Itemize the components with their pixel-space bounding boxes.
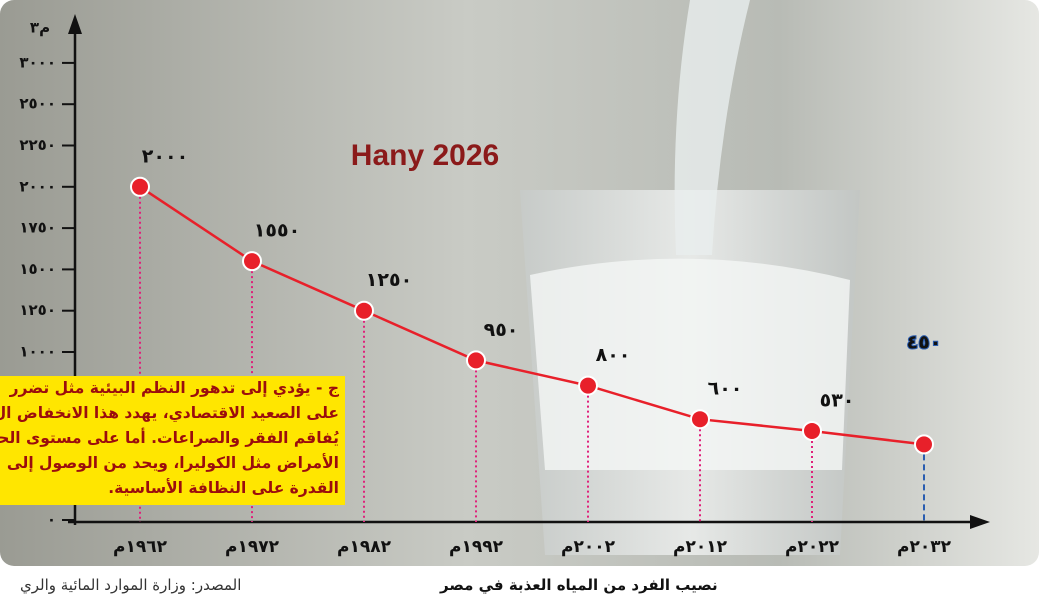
y-axis-label: م٣ [30,19,50,37]
source: المصدر: وزارة الموارد المائية والري [20,576,241,594]
body: {"chart_data": {"type": "line", "title":… [0,0,1039,602]
watermark: Hany 2026 [351,139,499,172]
y-tick-label: ١٥٠٠ [19,260,56,278]
stage: Hany 2026 م٣ ٠ ١٠٠٠ ١٢٥٠ ١٥٠٠ ١٧٥٠ ٢٠٠٠ ٢٢٥٠ ٢٥… [0,0,1039,602]
data-label: ٩٥٠ [484,319,519,341]
data-point [467,351,485,369]
data-point [355,302,373,320]
data-point [915,435,933,453]
y-tick-label: ١٧٥٠ [19,219,56,237]
y-tick-label: ٢٠٠٠ [19,177,56,195]
x-tick-label: ٢٠٢٢م [785,537,840,557]
note-line: يُفاقم الفقر والصراعات. أما على مستوى ال… [0,426,345,451]
note-box: ج - يؤدي إلى تدهور النظم البيئية مثل تضر… [0,376,345,505]
y-tick-label: ٢٢٥٠ [19,136,56,154]
y-tick-label: ١٠٠٠ [19,343,56,361]
y-tick-label: ٠ [47,511,56,529]
x-tick-label: ١٩٧٢م [225,537,280,557]
x-tick-label: ١٩٦٢م [113,537,168,557]
y-tick-label: ٢٥٠٠ [19,95,56,113]
x-tick-label: ٢٠٣٢م [897,537,952,557]
chart-title: نصيب الفرد من المياه العذبة في مصر [440,576,718,594]
data-label: ١٥٥٠ [254,220,300,242]
data-point [691,410,709,428]
data-point [803,422,821,440]
data-point [131,178,149,196]
page: Chart html, body { margin: 0; padding: 0… [0,0,1039,602]
data-point [579,377,597,395]
note-line: الأمراض مثل الكوليرا، ويحد من الوصول إلى [0,451,345,476]
data-label: ٦٠٠ [708,378,743,400]
x-tick-label: ١٩٨٢م [337,537,392,557]
data-label: ١٢٥٠ [366,269,412,291]
data-label: ٥٣٠ [820,389,855,411]
data-label: ٢٠٠٠ [142,145,188,167]
y-tick-label: ٣٠٠٠ [19,53,56,71]
x-tick-label: ٢٠٠٢م [561,537,616,557]
data-label: ٤٥٠ [907,332,942,354]
water [530,259,850,470]
note-line: القدرة على النظافة الأساسية. [0,476,345,501]
y-tick-label: ١٢٥٠ [19,301,56,319]
data-point [243,252,261,270]
x-tick-label: ٢٠١٢م [673,537,728,557]
x-tick-label: ١٩٩٢م [449,537,504,557]
note-line: على الصعيد الاقتصادي، يهدد هذا الانخفاض … [0,401,345,426]
note-line: ج - يؤدي إلى تدهور النظم البيئية مثل تضر… [0,376,345,401]
data-label: ٨٠٠ [596,344,631,366]
caption: نصيب الفرد من المياه العذبة في مصر المصد… [0,570,1039,600]
